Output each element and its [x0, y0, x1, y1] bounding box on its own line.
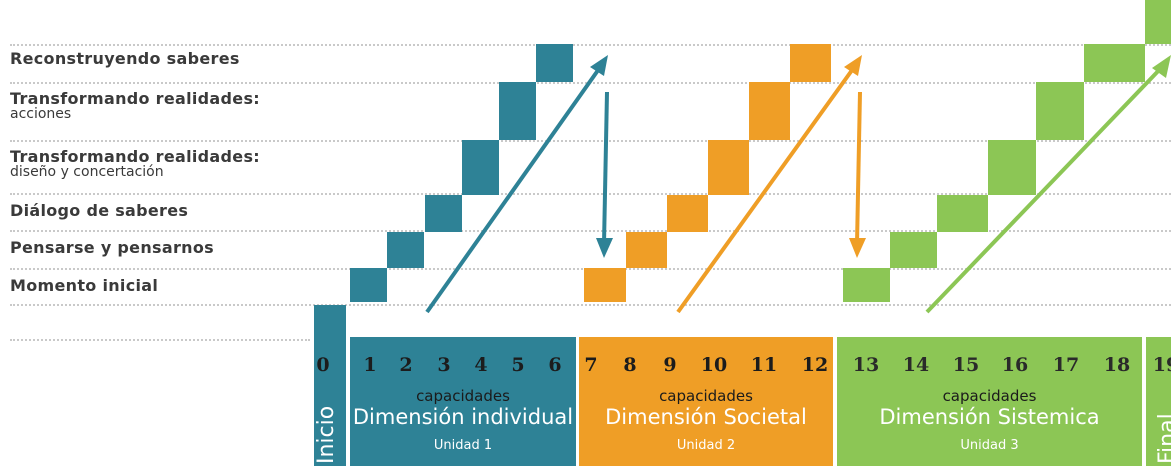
- dimension-title: Dimensión Sistemica: [879, 405, 1100, 429]
- dimension-title: Dimensión individual: [352, 405, 574, 429]
- step-number: 0: [316, 354, 330, 376]
- return-arrow-head: [596, 238, 613, 258]
- unit-panel-1: capacidades Dimensión individual Unidad …: [350, 337, 576, 466]
- start-label: Inicio: [314, 405, 339, 464]
- step-4: [462, 140, 499, 195]
- step-11: [749, 82, 790, 140]
- step-number: 1: [363, 354, 377, 376]
- row-label-reconstruyendo: Reconstruyendo saberes: [10, 49, 240, 68]
- step-13: [843, 268, 890, 302]
- step-number: 8: [623, 354, 637, 376]
- end-label: Final: [1155, 413, 1171, 464]
- return-arrow-unit-2: [855, 91, 862, 245]
- step-number: 9: [663, 354, 677, 376]
- step-number: 16: [1001, 354, 1029, 376]
- growth-arrow-head: [1152, 55, 1171, 78]
- growth-arrow-head: [590, 55, 608, 76]
- growth-arrow-unit-2: [676, 64, 857, 314]
- guide-line: [10, 230, 1171, 232]
- step-17: [1036, 82, 1084, 140]
- step-7: [584, 268, 626, 302]
- return-arrow-head: [849, 238, 866, 258]
- capacities-caption: capacidades: [942, 387, 1037, 405]
- row-label-transformando-diseno: Transformando realidades: diseño y concer…: [10, 147, 260, 180]
- step-number: 18: [1103, 354, 1131, 376]
- unit-label: Unidad 3: [960, 438, 1019, 453]
- capacities-caption: capacidades: [416, 387, 510, 405]
- step-number: 17: [1052, 354, 1080, 376]
- row-label-pensarse: Pensarse y pensarnos: [10, 238, 214, 257]
- growth-arrow-head: [844, 55, 862, 76]
- row-label-dialogo: Diálogo de saberes: [10, 201, 189, 220]
- step-9: [667, 195, 708, 232]
- step-12: [790, 44, 831, 82]
- step-number: 3: [437, 354, 451, 376]
- unit-label: Unidad 2: [676, 438, 736, 453]
- step-number: 11: [750, 354, 778, 376]
- step-number: 12: [801, 354, 829, 376]
- step-19: [1145, 0, 1171, 44]
- step-number: 7: [584, 354, 598, 376]
- step-number: 2: [399, 354, 413, 376]
- row-label-transformando-acciones: Transformando realidades: acciones: [10, 89, 260, 122]
- step-2: [387, 232, 424, 268]
- step-10: [708, 140, 749, 195]
- start-column: [314, 305, 346, 466]
- capacities-caption: capacidades: [659, 387, 753, 405]
- step-1: [350, 268, 387, 302]
- step-number: 4: [474, 354, 488, 376]
- guide-line: [10, 44, 1171, 46]
- guide-line: [10, 140, 1171, 142]
- step-number: 13: [852, 354, 880, 376]
- step-number: 19: [1152, 354, 1171, 376]
- dimension-title: Dimensión Societal: [605, 405, 807, 429]
- step-3: [425, 195, 462, 232]
- step-18: [1084, 44, 1145, 82]
- end-panel: [1146, 337, 1171, 466]
- guide-line: [10, 193, 1171, 195]
- growth-arrow-unit-3: [925, 64, 1165, 314]
- growth-arrow-unit-1: [425, 64, 603, 314]
- step-number: 15: [952, 354, 980, 376]
- guide-line: [10, 339, 310, 341]
- unit-label: Unidad 1: [433, 438, 493, 453]
- step-15: [937, 195, 988, 232]
- step-16: [988, 140, 1036, 195]
- step-8: [626, 232, 667, 268]
- step-6: [536, 44, 573, 82]
- unit-panel-3: capacidades Dimensión Sistemica Unidad 3: [837, 337, 1142, 466]
- step-number: 14: [902, 354, 930, 376]
- step-14: [890, 232, 937, 268]
- guide-line: [10, 304, 1171, 306]
- step-number: 5: [511, 354, 525, 376]
- step-number: 10: [700, 354, 728, 376]
- return-arrow-unit-1: [602, 91, 609, 245]
- row-label-momento-inicial: Momento inicial: [10, 276, 159, 295]
- step-number: 6: [548, 354, 562, 376]
- unit-panel-2: capacidades Dimensión Societal Unidad 2: [579, 337, 833, 466]
- step-5: [499, 82, 536, 140]
